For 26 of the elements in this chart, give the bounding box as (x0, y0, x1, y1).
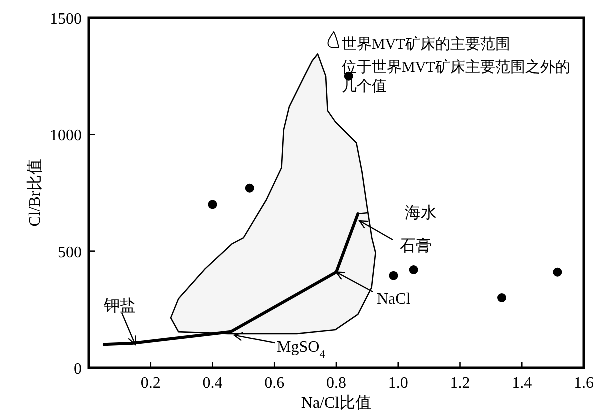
point (553, 268, 562, 277)
point (498, 294, 507, 302)
y-tick-label: 1500 (50, 11, 82, 28)
x-tick-label: 1.2 (450, 375, 470, 392)
x-tick-label: 0.4 (202, 375, 223, 392)
x-tick-label: 0.6 (264, 375, 285, 392)
x-tick-label: 0.2 (140, 375, 161, 392)
y-tick-label: 500 (58, 244, 82, 262)
annotation: MgSO$_{4}$ (277, 339, 326, 361)
point (409, 266, 418, 274)
y-axis-title: Cl/Br比值 (26, 159, 44, 227)
y-tick-label: 1000 (50, 128, 82, 145)
annotation: NaCl (377, 291, 412, 308)
y-tick-label: 0 (74, 361, 82, 378)
annotation: 钾盐 (103, 297, 136, 315)
x-tick-label: 0.8 (326, 375, 346, 392)
annotation: 海水 (405, 204, 437, 222)
x-tick-label: 1.6 (574, 375, 594, 392)
x-tick-label: 1.4 (512, 375, 532, 392)
point (208, 200, 218, 210)
x-axis-title: Na/Cl比值 (301, 394, 372, 412)
point (245, 184, 254, 193)
x-tick-label: 1.0 (388, 375, 408, 392)
legend-label: 世界MVT矿床的主要范围 (342, 36, 510, 53)
annotation: 石膏 (400, 237, 432, 255)
point (389, 271, 398, 280)
